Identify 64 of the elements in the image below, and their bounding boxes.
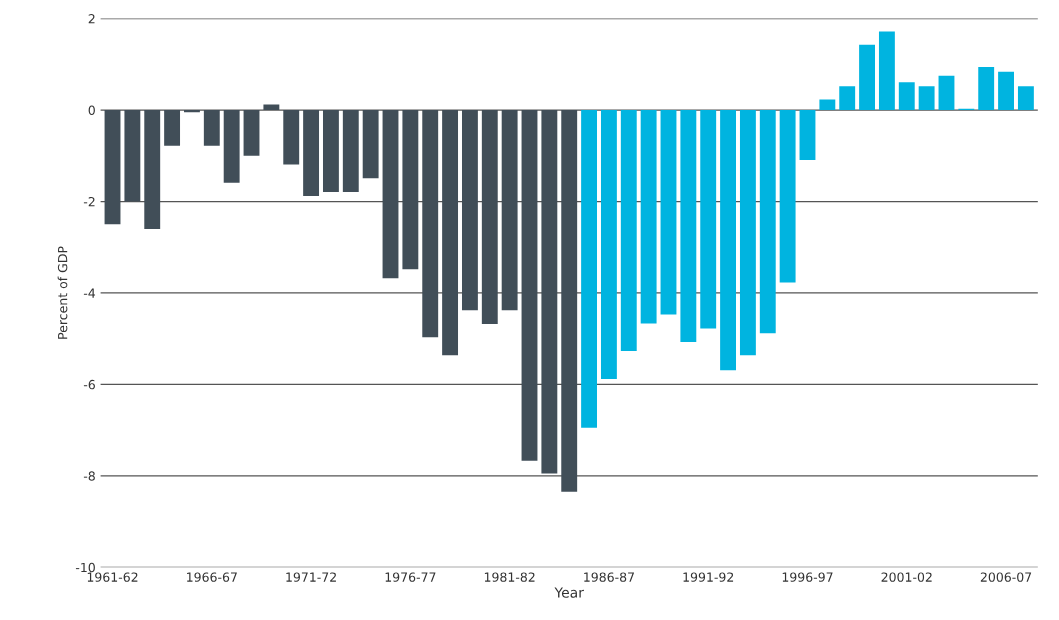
bar	[878, 31, 895, 111]
bar	[263, 104, 280, 111]
bar	[124, 110, 141, 202]
bar	[660, 110, 677, 315]
y-tick-label: -10	[75, 562, 95, 573]
bar	[600, 110, 617, 379]
bar	[382, 110, 399, 279]
bar	[402, 110, 419, 270]
bar	[819, 99, 836, 111]
bar	[918, 86, 935, 111]
bar	[303, 110, 320, 197]
bar	[680, 110, 697, 342]
bar	[898, 82, 915, 111]
bar	[342, 110, 359, 192]
bar	[362, 110, 379, 179]
bar	[720, 110, 737, 371]
bar	[223, 110, 240, 183]
bar	[104, 110, 121, 225]
y-tick-label: 0	[88, 105, 95, 115]
bar	[978, 67, 995, 111]
x-tick-label: 1991-92	[683, 572, 734, 582]
x-tick-label: 1961-62	[87, 572, 138, 582]
x-tick-label: 2006-07	[980, 572, 1032, 582]
bar	[700, 110, 717, 329]
bar	[759, 110, 776, 334]
y-axis-title: Percent of GDP	[57, 246, 68, 339]
bar	[461, 110, 478, 311]
bar	[323, 110, 339, 192]
x-tick-label: 1981-82	[484, 572, 535, 582]
bar	[203, 110, 220, 146]
bar	[581, 110, 598, 428]
bar	[521, 110, 538, 461]
bar	[799, 110, 816, 160]
bar	[739, 110, 756, 356]
bar	[481, 110, 498, 325]
bar	[422, 110, 439, 338]
bar	[164, 110, 181, 146]
bar	[283, 110, 300, 165]
bar	[620, 110, 637, 352]
bar	[144, 110, 161, 229]
y-tick-label: -6	[83, 379, 95, 390]
bar	[1017, 86, 1034, 111]
y-tick-label: -8	[83, 471, 95, 481]
x-tick-label: 1971-72	[286, 572, 336, 582]
bar	[561, 110, 578, 492]
y-tick-label: -4	[83, 288, 96, 298]
bar	[501, 110, 518, 311]
x-axis-title: Year	[554, 587, 584, 598]
x-tick-label: 2001-02	[881, 572, 932, 582]
bar	[640, 110, 657, 324]
bar	[938, 75, 955, 111]
bar	[859, 44, 875, 111]
y-tick-label: 2	[88, 14, 95, 24]
bar	[541, 110, 558, 474]
bar	[779, 110, 796, 283]
x-tick-label: 1986-87	[584, 572, 634, 582]
bar	[998, 71, 1014, 111]
bar	[442, 110, 459, 356]
y-tick-label: -2	[83, 196, 95, 207]
bar	[839, 86, 856, 111]
bar	[243, 110, 260, 156]
x-tick-label: 1996-97	[782, 572, 833, 582]
x-tick-label: 1976-77	[385, 572, 436, 582]
x-tick-label: 1966-67	[187, 572, 237, 582]
